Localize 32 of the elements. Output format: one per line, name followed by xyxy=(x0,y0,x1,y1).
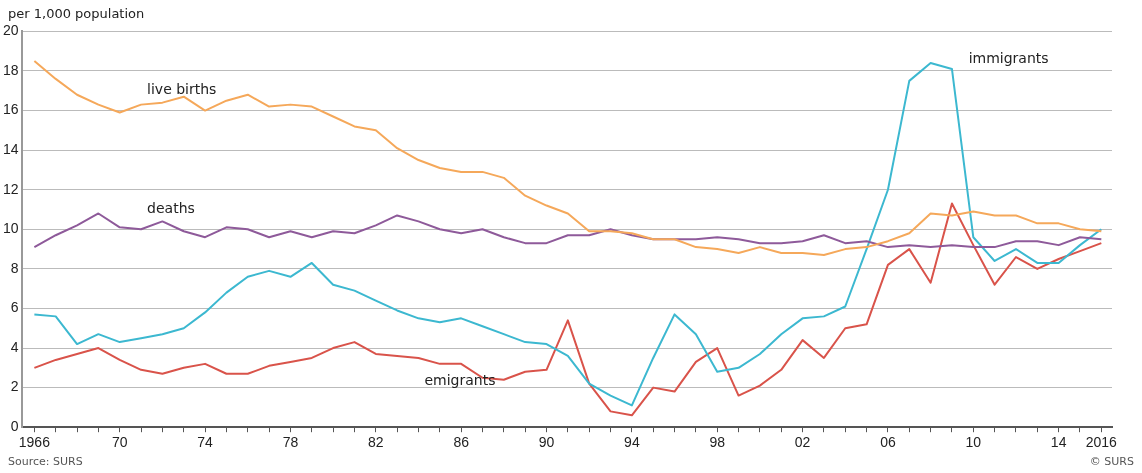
x-tick-label: 14 xyxy=(1050,434,1067,451)
x-tick-label: 98 xyxy=(709,434,726,451)
x-tick-label: 2016 xyxy=(1085,434,1118,451)
y-tick-label: 18 xyxy=(2,61,19,78)
x-tick-label: 06 xyxy=(880,434,896,451)
y-tick-label: 4 xyxy=(10,338,19,355)
series-label: immigrants xyxy=(968,49,1049,66)
y-tick-label: 6 xyxy=(10,299,19,316)
y-axis-title: per 1,000 population xyxy=(8,6,145,21)
x-tick-label: 86 xyxy=(453,434,470,451)
series-label: emigrants xyxy=(424,372,496,389)
y-tick-label: 16 xyxy=(2,101,19,118)
x-tick-label: 02 xyxy=(794,434,811,451)
source-note: Source: SURS xyxy=(8,455,83,468)
x-tick-label: 82 xyxy=(368,434,384,451)
y-tick-label: 14 xyxy=(2,141,19,157)
x-tick-label: 90 xyxy=(538,434,555,451)
y-tick-label: 20 xyxy=(2,22,19,39)
x-tick-label: 10 xyxy=(965,434,982,451)
x-tick-label: 78 xyxy=(282,434,299,451)
x-tick-label: 94 xyxy=(624,434,640,451)
y-tick-label: 2 xyxy=(10,378,19,395)
y-tick-label: 10 xyxy=(2,220,19,237)
series-label: deaths xyxy=(147,200,195,217)
y-tick-label: 0 xyxy=(10,418,19,435)
x-tick-label: 74 xyxy=(197,434,214,451)
y-tick-label: 12 xyxy=(2,180,19,197)
series-label: live births xyxy=(147,81,217,98)
text: © SURS xyxy=(1089,455,1134,468)
y-tick-label: 8 xyxy=(10,259,19,276)
x-tick-label: 1966 xyxy=(18,434,51,451)
x-tick-label: 70 xyxy=(111,434,128,451)
